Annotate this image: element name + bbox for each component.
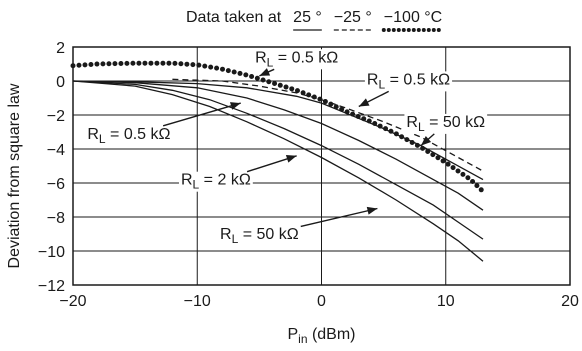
y-tick-label: −12 xyxy=(38,278,65,295)
arrow-head xyxy=(259,68,271,76)
rl-annotation-rest: = 0.5 kΩ xyxy=(106,126,171,143)
y-tick-label: −8 xyxy=(47,210,65,227)
x-tick-label: 10 xyxy=(437,293,455,310)
rl-annotation-bg xyxy=(218,226,301,247)
y-tick-label: −6 xyxy=(47,176,65,193)
series-line-dashed xyxy=(172,78,484,172)
rl-annotation-bg xyxy=(404,113,488,134)
arrow-head xyxy=(230,102,241,110)
y-tick-label: −2 xyxy=(47,108,65,125)
legend-entry-solid: 25 ° xyxy=(293,9,322,26)
rl-annotation: RL = 50 kΩ xyxy=(220,226,299,246)
rl-annotation-bg xyxy=(253,49,341,70)
rl-annotation-rest: = 50 kΩ xyxy=(425,114,485,131)
rl-annotation-main: R xyxy=(255,49,267,66)
y-tick-label: 0 xyxy=(56,74,65,91)
rl-annotation-sub: L xyxy=(193,178,200,192)
series-line-dotted xyxy=(70,60,486,194)
rl-annotation-sub: L xyxy=(418,120,425,134)
rl-annotation-main: R xyxy=(220,226,232,243)
y-axis-title: Deviation from square law xyxy=(6,83,23,268)
x-tick-label: 20 xyxy=(561,293,579,310)
x-axis-title-main: P xyxy=(287,326,298,343)
y-tick-label: −10 xyxy=(38,244,65,261)
arrow-line xyxy=(300,207,378,228)
series-line-solid xyxy=(72,80,484,240)
x-tick-label: 0 xyxy=(317,293,326,310)
legend: Data taken at 25 ° −25 ° −100 °C xyxy=(186,9,445,32)
arrow-head xyxy=(366,206,378,215)
x-axis-title: Pin (dBm) xyxy=(287,326,355,346)
rl-annotation-bg xyxy=(85,125,173,146)
x-tick-label: −20 xyxy=(59,293,86,310)
series-line-solid xyxy=(72,80,484,262)
rl-annotation-main: R xyxy=(367,71,379,88)
rl-annotation-sub: L xyxy=(378,77,385,91)
legend-prefix: Data taken at xyxy=(186,9,282,26)
rl-annotation: RL = 0.5 kΩ xyxy=(87,126,170,146)
rl-annotation-main: R xyxy=(87,126,99,143)
legend-entry-dashed: −25 ° xyxy=(334,9,372,26)
rl-annotation-main: R xyxy=(406,114,418,131)
arrow-head xyxy=(358,98,370,107)
rl-annotation: RL = 2 kΩ xyxy=(181,172,251,192)
series-group xyxy=(70,60,486,262)
rl-annotation-main: R xyxy=(181,172,193,189)
y-tick-label: 2 xyxy=(56,40,65,57)
rl-annotation-rest: = 2 kΩ xyxy=(199,172,251,189)
arrow-line xyxy=(162,102,241,127)
rl-annotation-rest: = 0.5 kΩ xyxy=(385,71,450,88)
rl-annotation-rest: = 50 kΩ xyxy=(238,226,298,243)
rl-annotation-bg xyxy=(178,171,253,192)
rl-annotation: RL = 50 kΩ xyxy=(406,114,485,134)
rl-annotation-bg xyxy=(364,71,453,92)
rl-annotation-sub: L xyxy=(267,55,274,69)
rl-annotation: RL = 0.5 kΩ xyxy=(255,49,338,69)
plot-frame xyxy=(72,46,571,286)
rl-annotation-sub: L xyxy=(99,132,106,146)
rl-annotation-sub: L xyxy=(232,232,239,246)
legend-entry-dotted: −100 °C xyxy=(384,9,442,26)
arrow-head xyxy=(420,136,432,146)
y-tick-label: −4 xyxy=(47,142,65,159)
arrow-head xyxy=(285,155,297,163)
x-axis-title-sub: in xyxy=(298,332,307,346)
rl-annotation: RL = 0.5 kΩ xyxy=(367,71,450,91)
x-axis-title-unit: (dBm) xyxy=(308,326,356,343)
series-line-solid xyxy=(72,80,484,211)
rl-annotation-rest: = 0.5 kΩ xyxy=(273,49,338,66)
x-tick-label: −10 xyxy=(184,293,211,310)
